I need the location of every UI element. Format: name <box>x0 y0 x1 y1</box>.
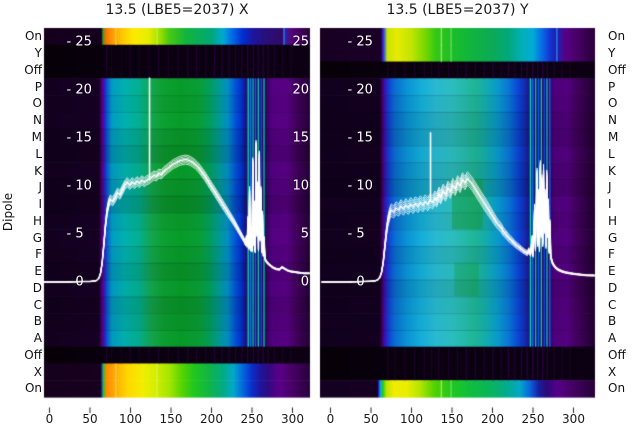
row-label-left: A <box>33 331 42 346</box>
row-label-left: B <box>33 314 42 329</box>
row-label-left: Off <box>24 62 42 77</box>
row-label-right: C <box>608 297 617 312</box>
x-tick-label: 150 <box>440 412 464 426</box>
row-label-left: L <box>35 146 42 161</box>
row-label-right: I <box>608 197 612 212</box>
row-label-right: G <box>608 230 618 245</box>
row-label-right: J <box>608 180 612 195</box>
row-label-left: E <box>34 264 42 279</box>
row-label-right: M <box>608 129 619 144</box>
x-tick-label: 50 <box>82 412 98 426</box>
row-label-left: O <box>32 96 42 111</box>
row-label-right: D <box>608 280 618 295</box>
x-tick-label: 300 <box>562 412 585 426</box>
x-tick-label: 200 <box>481 412 504 426</box>
db-tick-label-inner-right: 5 <box>300 226 309 242</box>
db-tick-label-inner-left: - 15 <box>66 130 92 146</box>
row-label-left: M <box>31 129 42 144</box>
row-label-right: L <box>608 146 615 161</box>
db-tick-label-inner-left: - 20 <box>66 82 92 98</box>
db-tick-label-inner-left: - 10 <box>66 178 92 194</box>
row-label-right: On <box>608 29 626 44</box>
x-tick-label: 250 <box>240 412 264 426</box>
db-tick-label-inner-left: - 25 <box>347 34 373 50</box>
db-tick-label-inner-right: 0 <box>300 274 309 290</box>
row-label-left: D <box>32 280 42 295</box>
db-tick-label-inner-right: 15 <box>292 130 309 146</box>
row-label-left: Off <box>24 347 42 362</box>
panel-title-x: 13.5 (LBE5=2037) X <box>105 2 249 18</box>
row-label-right: X <box>608 364 617 379</box>
db-tick-label-inner-left: - 25 <box>66 34 92 50</box>
row-label-right: B <box>608 314 617 329</box>
x-tick-label: 0 <box>45 412 54 426</box>
x-tick-label: 250 <box>521 412 545 426</box>
row-label-right: H <box>608 213 618 228</box>
row-label-right: O <box>608 96 618 111</box>
row-label-left: G <box>32 230 42 245</box>
x-tick-label: 100 <box>119 412 142 426</box>
row-label-left: N <box>33 113 42 128</box>
row-label-left: On <box>24 29 42 44</box>
row-label-right: E <box>608 264 616 279</box>
db-tick-label-inner-left: - 0 <box>66 274 84 290</box>
row-label-left: H <box>32 213 42 228</box>
row-label-right: K <box>608 163 616 178</box>
x-tick-label: 200 <box>200 412 223 426</box>
row-label-left: C <box>33 297 42 312</box>
db-tick-label-inner-left: - 15 <box>347 130 373 146</box>
row-label-right: Off <box>608 62 626 77</box>
x-tick-label: 50 <box>363 412 379 426</box>
row-label-column-right: On Y Off P O N M L K J I H G F E D C B A Off X On <box>602 28 640 397</box>
row-label-left: On <box>24 381 42 396</box>
row-label-right: Y <box>608 46 616 61</box>
db-tick-label-inner-left: - 20 <box>347 82 373 98</box>
row-label-column-left: On Y Off P O N M L K J I H G F E D C B A Off X On <box>0 28 42 397</box>
row-label-right: P <box>608 79 616 94</box>
panel-title-y: 13.5 (LBE5=2037) Y <box>386 2 529 18</box>
db-tick-label-inner-right: 10 <box>292 178 309 194</box>
x-tick-label: 0 <box>326 412 335 426</box>
row-label-left: Y <box>34 46 42 61</box>
x-tick-label: 150 <box>159 412 183 426</box>
db-tick-label-inner-left: - 5 <box>347 226 365 242</box>
x-tick-label: 100 <box>400 412 423 426</box>
row-label-left: X <box>33 364 42 379</box>
row-label-right: N <box>608 113 617 128</box>
db-tick-label-inner-right: 20 <box>292 82 309 98</box>
row-label-left: F <box>35 247 42 262</box>
row-label-right: On <box>608 381 626 396</box>
x-tick-label: 300 <box>281 412 304 426</box>
row-label-right: Off <box>608 347 626 362</box>
db-tick-label-inner-left: - 0 <box>347 274 365 290</box>
row-label-left: P <box>34 79 42 94</box>
db-tick-label-inner-left: - 10 <box>347 178 373 194</box>
db-tick-label-inner-right: 25 <box>292 34 309 50</box>
row-label-left: I <box>38 197 42 212</box>
row-label-left: J <box>38 180 42 195</box>
row-label-right: F <box>608 247 615 262</box>
row-label-right: A <box>608 331 617 346</box>
row-label-left: K <box>34 163 42 178</box>
db-tick-label-inner-left: - 5 <box>66 226 84 242</box>
